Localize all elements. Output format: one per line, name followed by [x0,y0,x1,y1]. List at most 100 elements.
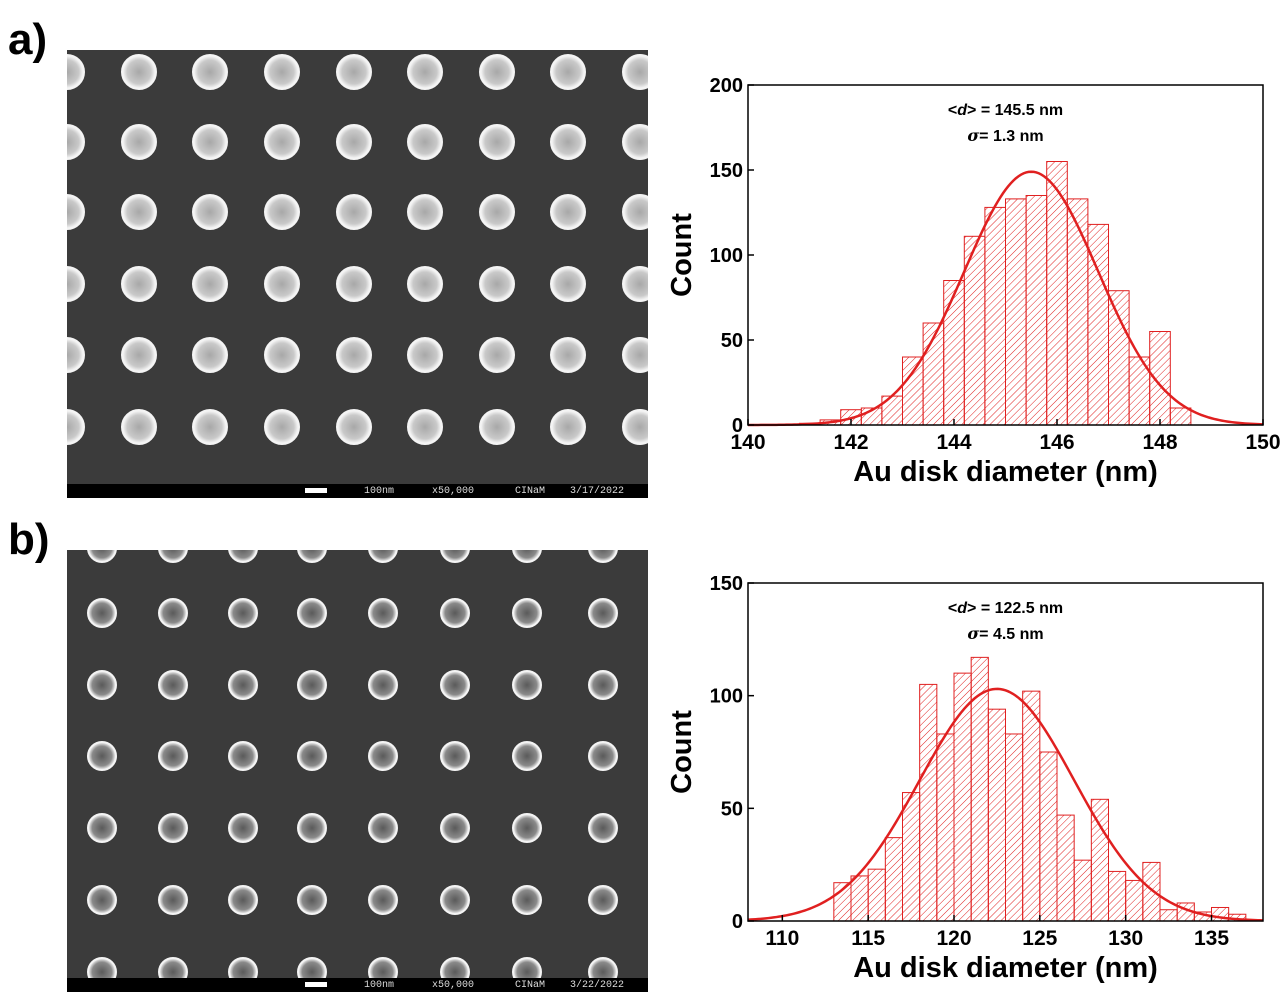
sem-disk [336,194,372,230]
sem-disk [67,124,85,160]
sem-disk [87,550,117,563]
x-tick-label: 130 [1108,927,1143,950]
sem-disk [479,124,515,160]
y-tick-label: 150 [710,573,743,595]
sem-disk [121,409,157,445]
sem-disk [158,813,188,843]
sem-disk [512,670,542,700]
sem-disk [440,598,470,628]
sem-disk [121,124,157,160]
sem-disk [67,409,85,445]
sem-disk [479,54,515,90]
plot-frame [747,582,1264,922]
sem-disk [440,550,470,563]
sem-disk [264,54,300,90]
histogram-bar [1022,690,1041,922]
y-tick-label: 0 [732,911,743,933]
sem-date: 3/17/2022 [570,485,625,497]
sem-magnification: x50,000 [432,485,475,497]
sem-disk [622,337,648,373]
sem-disk [297,670,327,700]
panel-label-b: b) [8,515,50,564]
y-axis-label: Count [666,213,698,297]
sigma-annotation: σ= 4.5 nm [967,624,1043,643]
sem-disk [512,885,542,915]
sem-disk [158,550,188,563]
sem-lab-name: CINaM [515,485,546,497]
sem-disk [297,741,327,771]
sem-scale-label: 100nm [364,979,395,991]
sem-disk [368,957,398,978]
sem-disk [228,550,258,563]
histogram-bar [1056,814,1075,922]
histogram-bar [919,683,938,922]
sem-disk [407,194,443,230]
sem-disk [297,885,327,915]
sem-disk [368,885,398,915]
histogram-chart-b: 110 115 120 125 130 135 0 50 100 150 Au disk diame… [666,573,1264,984]
histogram-bar [850,875,869,922]
sem-disk [87,885,117,915]
y-tick-label: 100 [710,686,743,708]
histogram-bar [936,733,955,922]
sem-disk [479,337,515,373]
sem-disk [158,670,188,700]
x-tick-label: 142 [833,431,868,454]
y-tick-label: 150 [710,160,743,182]
histogram-bar [1025,195,1048,426]
sem-disk [512,741,542,771]
sem-disk [264,337,300,373]
histogram-bar [1005,733,1024,922]
x-tick-label: 120 [936,927,971,950]
histogram-bar [1159,909,1178,922]
sem-disk [87,741,117,771]
histogram-bar [1169,407,1192,426]
sem-disk [368,813,398,843]
x-tick-label: 125 [1022,927,1057,950]
scale-bar-mark [305,488,327,493]
sem-disk [407,124,443,160]
sem-disk [440,813,470,843]
y-axis-label: Count [666,710,698,794]
sem-disk [87,813,117,843]
sem-disk [67,266,85,302]
sem-disk [67,194,85,230]
y-tick-label: 0 [732,415,743,437]
y-tick-label: 50 [721,798,743,820]
sem-disk [512,598,542,628]
sem-disk [550,54,586,90]
sem-disk [228,598,258,628]
sem-disk [550,124,586,160]
x-tick-label: 146 [1039,431,1074,454]
histogram-bar [987,708,1007,922]
sem-disk [512,957,542,978]
x-tick-label: 148 [1142,431,1177,454]
sem-disk [87,957,117,978]
sem-disk [550,266,586,302]
x-tick-label: 135 [1194,927,1229,950]
sem-magnification: x50,000 [432,979,475,991]
histogram-bar [1073,859,1092,922]
sem-disk [192,409,228,445]
sem-disk [67,54,85,90]
sem-disk [512,550,542,563]
sem-disk [158,741,188,771]
histogram-bar [1005,198,1027,426]
gaussian-fit-line [747,170,1264,427]
y-tick-label: 100 [710,245,743,267]
sem-disk [512,813,542,843]
sem-disk [622,266,648,302]
sem-disk [588,670,618,700]
sem-disk [622,124,648,160]
sem-disk [550,194,586,230]
x-tick-label: 144 [936,431,971,454]
sem-disk [192,337,228,373]
sem-disk [550,337,586,373]
sem-disk [407,266,443,302]
sem-disk [158,957,188,978]
sem-info-bar-b: 100nm x50,000 CINaM 3/22/2022 [67,978,648,992]
sem-disk [228,957,258,978]
sigma-annotation: σ= 1.3 nm [967,126,1043,145]
mean-annotation: <d> = 145.5 nm [948,102,1063,119]
sem-disk [336,409,372,445]
